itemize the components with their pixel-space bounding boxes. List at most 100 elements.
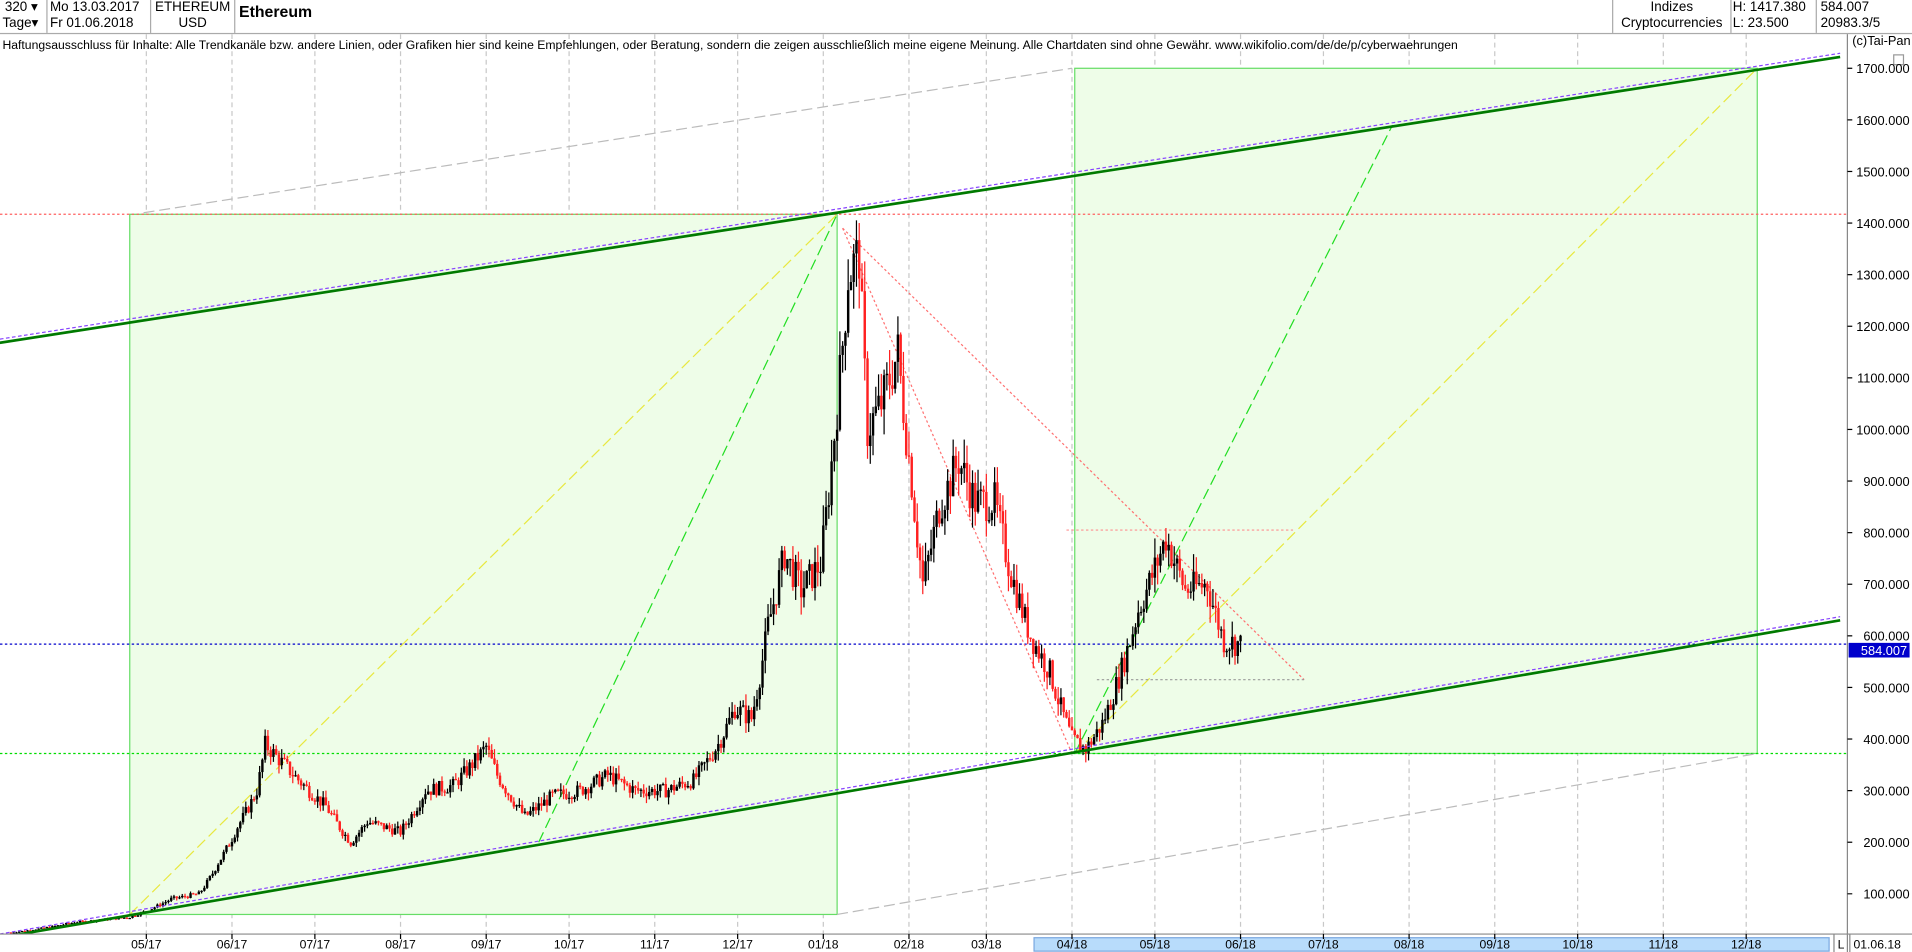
candle-body — [656, 791, 659, 796]
candle-body — [786, 559, 789, 569]
candle-body — [866, 358, 869, 447]
start-date[interactable]: Mo 13.03.2017 — [49, 0, 140, 15]
candle-body — [819, 571, 822, 574]
candle-body — [244, 807, 248, 813]
period-selector[interactable]: 320 ▾ Tage▾ — [0, 0, 48, 33]
candle-body — [1211, 605, 1215, 608]
candle-body — [189, 893, 192, 898]
candle-body — [777, 570, 781, 605]
interval-dropdown[interactable]: Tage▾ — [0, 16, 46, 32]
candle-body — [471, 762, 474, 769]
y-tick-label: 500.000 — [1863, 680, 1909, 695]
x-tick-label: 06/17 — [217, 938, 248, 952]
candle-body — [1087, 741, 1090, 754]
y-tick-label: 1000.000 — [1856, 422, 1909, 437]
candle-body — [56, 925, 60, 927]
candle-body — [1142, 608, 1146, 612]
candle-body — [1037, 646, 1041, 659]
trend-line — [129, 213, 838, 915]
candle-body — [1159, 553, 1162, 566]
candle-body — [222, 851, 225, 860]
candle-body — [802, 588, 806, 598]
candle-body — [1222, 629, 1226, 653]
candle-body — [960, 468, 963, 474]
date-range[interactable]: Mo 13.03.2017 Fr 01.06.2018 — [48, 0, 152, 33]
candle-body — [125, 917, 129, 919]
currency: USD — [178, 15, 207, 31]
candle-body — [183, 895, 187, 898]
candle-body — [736, 714, 739, 719]
candle-body — [943, 509, 947, 519]
y-tick-label: 300.000 — [1863, 784, 1909, 799]
candle-body — [996, 482, 999, 506]
candle-body — [612, 772, 615, 785]
candle-body — [753, 706, 756, 720]
candle-body — [319, 796, 322, 806]
candle-body — [1090, 741, 1093, 745]
candle-body — [987, 520, 991, 522]
candle-body — [893, 361, 897, 389]
candle-body — [1200, 582, 1204, 588]
candle-body — [1101, 719, 1104, 733]
candle-body — [824, 507, 828, 526]
candle-body — [940, 518, 944, 524]
candle-body — [907, 455, 911, 457]
candle-body — [134, 915, 137, 917]
candle-body — [357, 832, 361, 837]
candle-body — [686, 785, 690, 788]
candle-body — [1148, 572, 1151, 590]
trend-line — [143, 67, 1073, 214]
candle-body — [515, 805, 518, 807]
candle-body — [540, 803, 543, 806]
candle-body — [636, 787, 640, 791]
candle-body — [852, 253, 855, 282]
x-tick-label: 05/17 — [131, 938, 162, 952]
candle-body — [393, 828, 397, 835]
candle-body — [200, 890, 203, 893]
candle-body — [739, 706, 742, 715]
candle-body — [874, 406, 878, 414]
candle-body — [584, 789, 587, 795]
candle-body — [678, 781, 681, 787]
candle-body — [808, 564, 811, 571]
candle-body — [316, 796, 319, 802]
candle-body — [929, 548, 933, 555]
candle-body — [1203, 583, 1206, 588]
y-tick-label: 600.000 — [1863, 629, 1909, 644]
period-dropdown[interactable]: 320 ▾ — [0, 0, 46, 16]
candle-body — [158, 904, 162, 907]
candle-body — [64, 923, 68, 925]
x-tick-label: 08/17 — [385, 938, 416, 952]
candle-body — [681, 781, 684, 784]
candle-body — [1065, 712, 1068, 718]
y-tick-label: 1700.000 — [1856, 61, 1909, 76]
candle-body — [407, 823, 411, 825]
candle-body — [59, 925, 62, 927]
candle-body — [402, 823, 405, 835]
candle-body — [938, 510, 941, 524]
candle-body — [573, 796, 576, 800]
candle-body — [1051, 660, 1054, 689]
candle-body — [849, 281, 853, 291]
candle-body — [589, 786, 593, 794]
symbol-cell: ETHEREUM USD — [151, 0, 236, 33]
trend-line — [837, 752, 1758, 916]
candle-body — [703, 762, 706, 764]
candle-body — [1007, 562, 1010, 577]
candle-body — [446, 792, 449, 794]
candle-body — [252, 799, 256, 801]
candle-body — [454, 779, 458, 781]
candle-body — [844, 332, 847, 346]
candle-body — [371, 822, 375, 825]
scroll-range-highlight[interactable] — [1033, 937, 1830, 952]
candle-body — [297, 775, 300, 781]
candle-body — [761, 660, 764, 688]
candle-body — [523, 811, 527, 813]
candle-body — [465, 766, 469, 776]
candle-body — [374, 821, 377, 824]
end-date[interactable]: Fr 01.06.2018 — [49, 15, 134, 31]
x-tick-label: 02/18 — [894, 938, 925, 952]
candle-body — [225, 845, 228, 852]
candle-body — [675, 786, 679, 791]
candle-body — [288, 761, 292, 776]
